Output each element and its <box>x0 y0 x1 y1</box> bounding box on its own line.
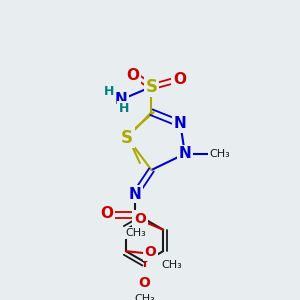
Text: H: H <box>118 102 129 115</box>
Text: H: H <box>103 85 114 98</box>
Text: O: O <box>126 68 139 83</box>
Text: N: N <box>129 187 142 202</box>
Text: N: N <box>174 116 187 131</box>
Text: O: O <box>173 72 186 87</box>
Text: S: S <box>146 78 158 96</box>
Text: N: N <box>178 146 191 161</box>
Text: O: O <box>100 206 113 221</box>
Text: O: O <box>139 276 150 290</box>
Text: S: S <box>121 129 133 147</box>
Text: N: N <box>115 92 128 107</box>
Text: O: O <box>144 245 156 259</box>
Text: CH₃: CH₃ <box>162 260 182 270</box>
Text: CH₃: CH₃ <box>125 228 146 238</box>
Text: CH₃: CH₃ <box>209 149 230 159</box>
Text: CH₃: CH₃ <box>134 294 155 300</box>
Text: O: O <box>134 212 146 226</box>
